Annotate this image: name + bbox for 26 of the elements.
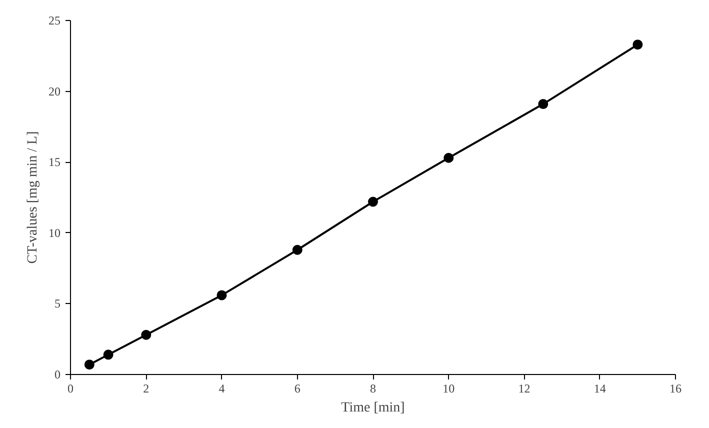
x-tick-label: 8 bbox=[370, 382, 376, 396]
point bbox=[103, 350, 114, 360]
point bbox=[292, 244, 302, 255]
y-axis-title: CT-values [mg min / L] bbox=[26, 131, 40, 264]
y-tick-label: 15 bbox=[48, 155, 60, 170]
x-tick-label: 10 bbox=[442, 382, 455, 396]
point bbox=[538, 99, 548, 110]
x-tick-label: 6 bbox=[294, 382, 300, 396]
y-tick-label: 0 bbox=[54, 368, 60, 382]
y-tick-label: 20 bbox=[48, 84, 60, 98]
x-tick-label: 14 bbox=[594, 382, 606, 396]
x-tick-label: 4 bbox=[218, 382, 225, 396]
x-tick-label: 12 bbox=[518, 382, 530, 396]
x-tick-label: 0 bbox=[68, 382, 74, 396]
point bbox=[141, 330, 152, 340]
x-axis-title: Time [min] bbox=[341, 400, 405, 416]
y-tick-label: 10 bbox=[48, 226, 60, 240]
y-tick-label: 25 bbox=[48, 14, 60, 28]
x-tick-label: 16 bbox=[670, 382, 682, 396]
y-tick-label: 5 bbox=[54, 296, 60, 311]
point bbox=[444, 152, 454, 163]
point bbox=[216, 290, 227, 300]
point bbox=[84, 360, 94, 370]
point bbox=[632, 40, 643, 50]
x-tick-label: 2 bbox=[143, 382, 150, 396]
point bbox=[368, 196, 378, 207]
